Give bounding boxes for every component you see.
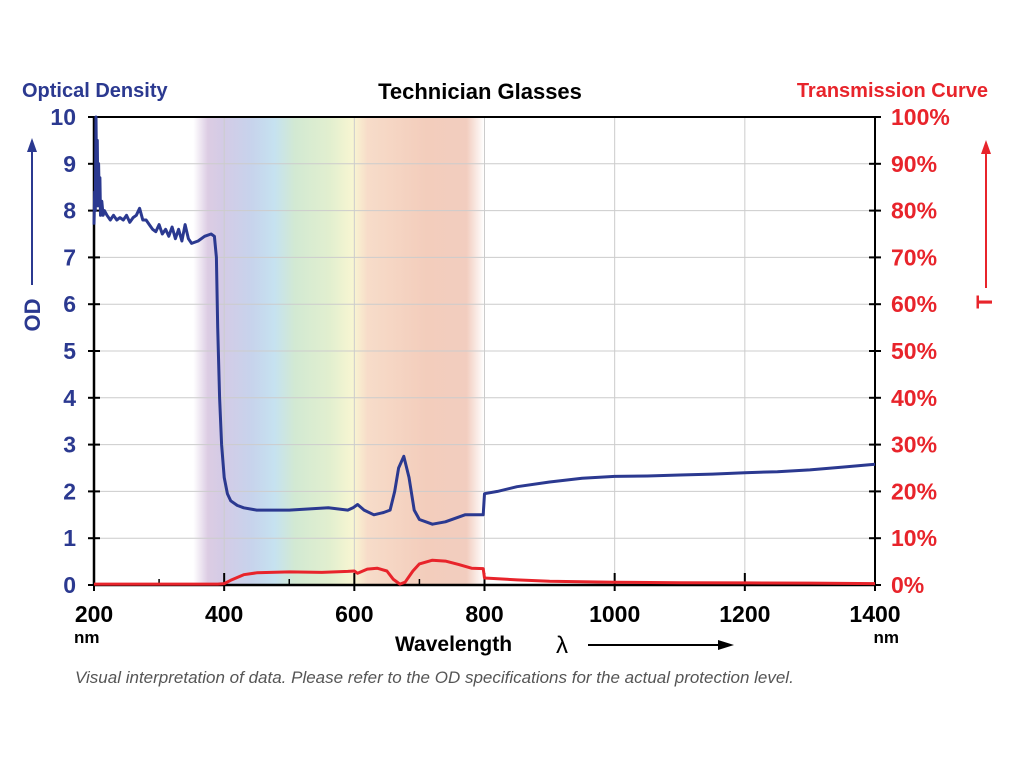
y-tick-label: 6 (63, 291, 76, 317)
x-tick-label: 1000 (589, 601, 640, 627)
y2-tick-label: 80% (891, 198, 937, 224)
x-tick-label: 400 (205, 601, 243, 627)
y2-tick-label: 30% (891, 432, 937, 458)
x-axis-label: Wavelength (395, 633, 512, 656)
chart-title: Technician Glasses (378, 79, 582, 104)
x-unit-left: nm (74, 628, 100, 647)
y2-tick-label: 0% (891, 572, 924, 598)
y2-tick-label: 70% (891, 244, 937, 270)
y-tick-label: 3 (63, 432, 76, 458)
x-axis-symbol: λ (556, 632, 568, 659)
y-axis-arrow-icon (27, 138, 37, 285)
x-unit-right: nm (874, 628, 900, 647)
y-axis-label: OD (20, 299, 45, 332)
x-tick-label: 1400 (849, 601, 900, 627)
y2-tick-label: 10% (891, 525, 937, 551)
y-tick-label: 10 (50, 104, 76, 130)
y2-axis-label: T (972, 295, 997, 309)
y-tick-label: 9 (63, 151, 76, 177)
y-tick-label: 8 (63, 198, 76, 224)
x-tick-label: 1200 (719, 601, 770, 627)
y2-tick-label: 90% (891, 151, 937, 177)
x-tick-label: 600 (335, 601, 373, 627)
axes (88, 116, 881, 591)
x-axis-arrow-icon (588, 640, 734, 650)
left-axis-title: Optical Density (22, 80, 168, 102)
y-tick-label: 1 (63, 525, 76, 551)
y-tick-label: 5 (63, 338, 76, 364)
footnote: Visual interpretation of data. Please re… (75, 668, 794, 687)
y-tick-label: 2 (63, 478, 76, 504)
y-tick-label: 4 (63, 385, 76, 411)
y2-tick-label: 20% (891, 478, 937, 504)
transmission-series-line (94, 558, 876, 586)
right-axis-title: Transmission Curve (797, 80, 988, 102)
y-tick-label: 0 (63, 572, 76, 598)
y2-tick-label: 40% (891, 385, 937, 411)
y-tick-label: 7 (63, 244, 76, 270)
y2-axis-arrow-icon (981, 140, 991, 288)
y2-tick-label: 60% (891, 291, 937, 317)
x-tick-label: 800 (465, 601, 503, 627)
x-tick-label: 200 (75, 601, 113, 627)
y2-tick-label: 50% (891, 338, 937, 364)
y2-tick-label: 100% (891, 104, 950, 130)
od-series-line (92, 115, 876, 526)
